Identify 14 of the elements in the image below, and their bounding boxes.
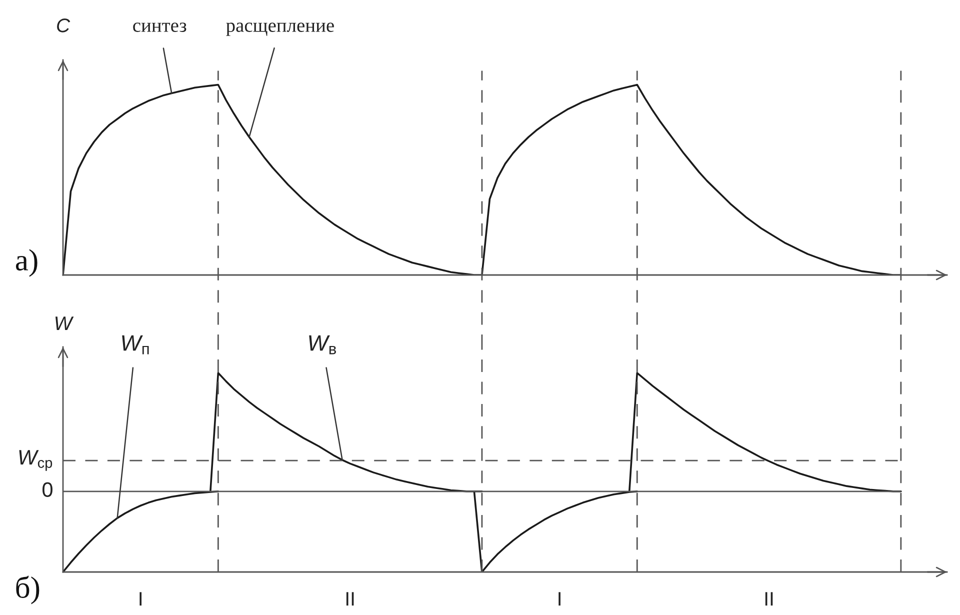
- x-tick-label: I: [140, 592, 142, 606]
- text: W$_{п}$: [122, 335, 149, 354]
- y-axis-title: C: [57, 18, 70, 32]
- x-tick-label: I: [558, 592, 560, 606]
- ref-line-label: 0: [42, 482, 52, 497]
- x-tick-label: II: [346, 592, 354, 606]
- text: а): [16, 249, 38, 277]
- x-tick-label: II: [765, 592, 773, 606]
- y-axis-title: W: [56, 316, 74, 330]
- ref-line-label: W$_{ср}$: [19, 450, 52, 471]
- text: расщепление: [226, 22, 334, 36]
- text: синтез: [133, 22, 186, 32]
- text: W$_{в}$: [309, 335, 336, 354]
- text: б): [16, 576, 40, 604]
